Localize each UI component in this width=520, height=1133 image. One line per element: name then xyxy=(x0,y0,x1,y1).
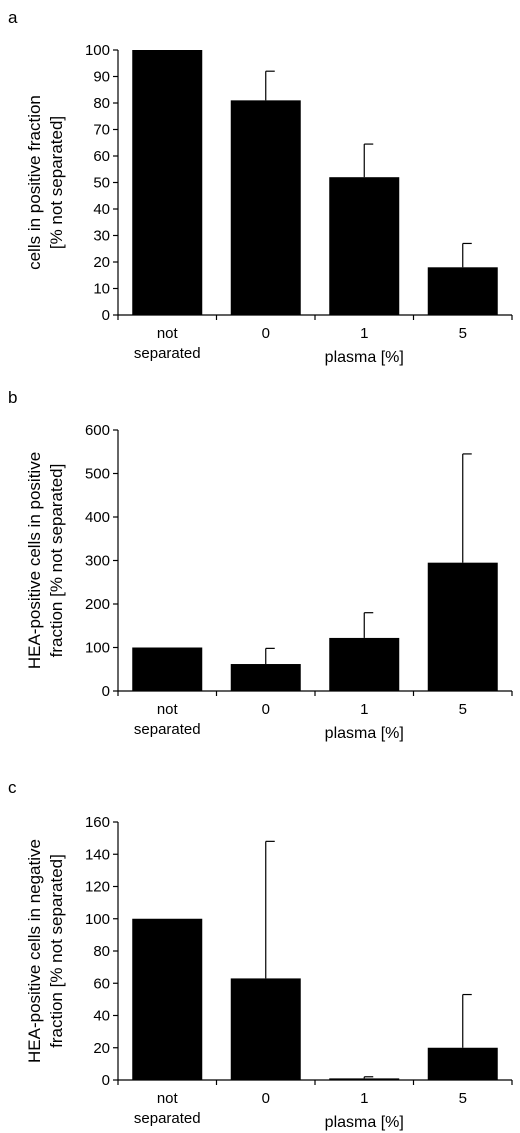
chart-panel-c: c 0 20 40 60 80 100 120 140 160 not separated 0 1 5 pl… xyxy=(0,770,520,1133)
chart-panel-a: a 0 10 20 30 40 50 60 70 80 90 100 not separated 0 1 5 p… xyxy=(0,0,520,375)
x-tick-label: 0 xyxy=(262,701,270,718)
x-tick-label: not separated xyxy=(134,701,201,738)
y-tick-label: 80 xyxy=(93,95,110,112)
x-tick-label: 5 xyxy=(459,1090,467,1107)
bar xyxy=(132,918,203,1080)
x-axis-label: plasma [%] xyxy=(325,349,404,366)
y-tick-label: 10 xyxy=(93,281,110,298)
bar-chart-a: 0 10 20 30 40 50 60 70 80 90 100 not separated 0 1 5 pla… xyxy=(25,42,513,366)
y-tick-label: 160 xyxy=(85,814,110,831)
y-tick-label: 40 xyxy=(93,1008,110,1025)
bar xyxy=(329,177,400,315)
x-tick-label: 1 xyxy=(360,701,368,718)
bar-chart-b: 0 100 200 300 400 500 600 not separated 0 1 5 plasma… xyxy=(25,422,513,742)
y-tick-label: 100 xyxy=(85,911,110,928)
chart-panel-b: b 0 100 200 300 400 500 600 not separated 0 1 5 plas… xyxy=(0,380,520,760)
y-tick-label: 20 xyxy=(93,1040,110,1057)
bar xyxy=(427,267,498,315)
y-tick-label: 0 xyxy=(102,683,110,700)
y-tick-label: 100 xyxy=(85,640,110,657)
y-tick-label: 120 xyxy=(85,879,110,896)
y-tick-label: 90 xyxy=(93,69,110,86)
x-tick-label: 1 xyxy=(360,325,368,342)
y-tick-label: 60 xyxy=(93,975,110,992)
panel-label: a xyxy=(8,8,18,27)
y-axis-label: HEA-positive cells in negative fraction [… xyxy=(25,839,66,1063)
y-tick-label: 30 xyxy=(93,228,110,245)
y-tick-label: 200 xyxy=(85,596,110,613)
x-tick-label: 1 xyxy=(360,1090,368,1107)
bar xyxy=(329,637,400,691)
bar xyxy=(329,1078,400,1080)
bar xyxy=(132,50,203,315)
x-tick-label: 0 xyxy=(262,1090,270,1107)
y-tick-label: 140 xyxy=(85,846,110,863)
y-tick-label: 600 xyxy=(85,422,110,439)
bar xyxy=(427,1047,498,1080)
x-axis-label: plasma [%] xyxy=(325,725,404,742)
y-axis-label: HEA-positive cells in positive fraction [… xyxy=(25,452,66,669)
y-tick-label: 80 xyxy=(93,943,110,960)
y-tick-label: 40 xyxy=(93,201,110,218)
x-tick-label: not separated xyxy=(134,325,201,362)
y-tick-label: 0 xyxy=(102,307,110,324)
x-tick-label: 5 xyxy=(459,325,467,342)
panel-label: b xyxy=(8,388,18,407)
x-tick-label: not separated xyxy=(134,1090,201,1127)
y-tick-label: 50 xyxy=(93,175,110,192)
y-axis-label: cells in positive fraction [% not separat… xyxy=(25,95,66,270)
x-tick-label: 5 xyxy=(459,701,467,718)
bar xyxy=(230,978,301,1080)
bar xyxy=(230,664,301,691)
bar xyxy=(230,100,301,315)
y-tick-label: 100 xyxy=(85,42,110,59)
bar xyxy=(132,647,203,691)
y-tick-label: 60 xyxy=(93,148,110,165)
bar xyxy=(427,562,498,691)
y-tick-label: 20 xyxy=(93,254,110,271)
y-tick-label: 0 xyxy=(102,1072,110,1089)
x-axis-label: plasma [%] xyxy=(325,1114,404,1131)
y-tick-label: 500 xyxy=(85,466,110,483)
panel-label: c xyxy=(8,778,17,797)
y-tick-label: 70 xyxy=(93,122,110,139)
y-tick-label: 400 xyxy=(85,509,110,526)
x-tick-label: 0 xyxy=(262,325,270,342)
bar-chart-c: 0 20 40 60 80 100 120 140 160 not separated 0 1 5 plas… xyxy=(25,814,513,1131)
y-tick-label: 300 xyxy=(85,553,110,570)
